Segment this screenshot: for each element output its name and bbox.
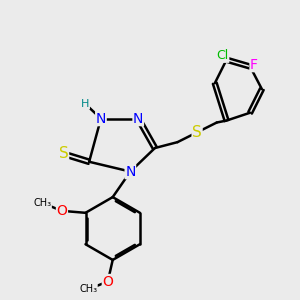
Text: S: S <box>192 125 202 140</box>
Text: F: F <box>250 58 258 72</box>
Text: N: N <box>133 112 143 126</box>
Text: O: O <box>102 274 113 289</box>
Text: N: N <box>125 165 136 178</box>
Text: H: H <box>81 99 89 109</box>
Text: S: S <box>59 146 68 161</box>
Text: N: N <box>96 112 106 126</box>
Text: Cl: Cl <box>217 49 229 62</box>
Text: CH₃: CH₃ <box>79 284 97 294</box>
Text: CH₃: CH₃ <box>33 198 51 208</box>
Text: O: O <box>56 204 68 218</box>
